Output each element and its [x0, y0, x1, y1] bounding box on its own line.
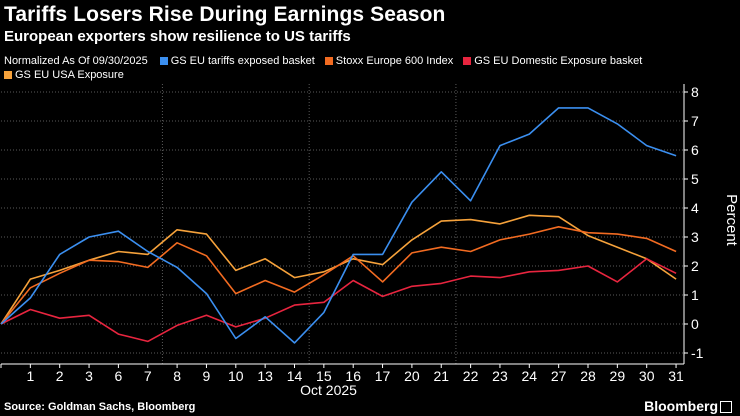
- x-tick-label: 17: [375, 368, 391, 384]
- legend-label: GS EU tariffs exposed basket: [170, 55, 315, 67]
- x-tick-label: 29: [610, 368, 626, 384]
- y-tick-label: 7: [691, 113, 699, 129]
- x-tick-label: 20: [404, 368, 420, 384]
- legend-item-stoxx-600: Stoxx Europe 600 Index: [324, 54, 454, 68]
- y-tick-label: -1: [691, 345, 704, 361]
- legend-swatch-icon: [463, 57, 472, 65]
- y-tick-label: 1: [691, 287, 699, 303]
- y-tick-label: 3: [691, 229, 699, 245]
- legend-label: GS EU Domestic Exposure basket: [474, 55, 643, 67]
- x-axis-title: Oct 2025: [300, 382, 357, 398]
- x-tick-label: 8: [173, 368, 181, 384]
- source-note: Source: Goldman Sachs, Bloomberg: [4, 401, 196, 413]
- x-tick-label: 28: [580, 368, 596, 384]
- x-tick-label: 23: [492, 368, 508, 384]
- legend-label: GS EU USA Exposure: [15, 69, 124, 81]
- legend-row-1: Normalized As Of 09/30/2025 GS EU tariff…: [4, 54, 694, 68]
- series-line-2: [0, 226, 677, 325]
- legend-item-usa-exposure: GS EU USA Exposure: [4, 68, 124, 82]
- x-tick-label: 9: [203, 368, 211, 384]
- y-tick-label: 4: [691, 200, 699, 216]
- x-tick-label: 27: [551, 368, 567, 384]
- x-tick-label: 1: [26, 368, 34, 384]
- x-tick-label: 2: [56, 368, 64, 384]
- chart-subtitle: European exporters show resilience to US…: [4, 28, 351, 45]
- y-tick-label: 6: [691, 142, 699, 158]
- x-tick-label: 16: [345, 368, 361, 384]
- legend-label: Stoxx Europe 600 Index: [335, 55, 454, 67]
- x-tick-label: 14: [287, 368, 303, 384]
- series-line-1: [0, 107, 677, 344]
- x-tick-label: 10: [228, 368, 244, 384]
- legend-item-tariffs-exposed: GS EU tariffs exposed basket: [159, 54, 315, 68]
- x-tick-label: 31: [668, 368, 684, 384]
- y-tick-label: 5: [691, 171, 699, 187]
- legend-swatch-icon: [4, 71, 12, 79]
- x-tick-label: 15: [316, 368, 332, 384]
- y-tick-label: 2: [691, 258, 699, 274]
- legend-swatch-icon: [159, 57, 168, 65]
- x-tick-label: 3: [85, 368, 93, 384]
- normalization-note: Normalized As Of 09/30/2025: [4, 55, 148, 67]
- legend-swatch-icon: [324, 57, 333, 65]
- series-line-3: [0, 257, 677, 343]
- legend-row-2: GS EU USA Exposure: [4, 68, 694, 82]
- chart-title: Tariffs Losers Rise During Earnings Seas…: [4, 3, 446, 26]
- legend-item-domestic-exposure: GS EU Domestic Exposure basket: [463, 54, 642, 68]
- bloomberg-mark-icon: [720, 401, 732, 413]
- x-tick-label: 21: [433, 368, 449, 384]
- series-line-4: [0, 214, 677, 325]
- x-tick-label: 7: [144, 368, 152, 384]
- y-tick-label: 0: [691, 316, 699, 332]
- x-tick-label: 6: [115, 368, 123, 384]
- x-tick-label: 13: [257, 368, 273, 384]
- bloomberg-logo: Bloomberg: [644, 398, 718, 414]
- y-axis-title: Percent: [723, 194, 740, 247]
- y-tick-label: 8: [691, 84, 699, 100]
- x-tick-label: 22: [463, 368, 479, 384]
- x-tick-label: 24: [522, 368, 538, 384]
- x-tick-label: 30: [639, 368, 655, 384]
- legend: Normalized As Of 09/30/2025 GS EU tariff…: [4, 54, 694, 82]
